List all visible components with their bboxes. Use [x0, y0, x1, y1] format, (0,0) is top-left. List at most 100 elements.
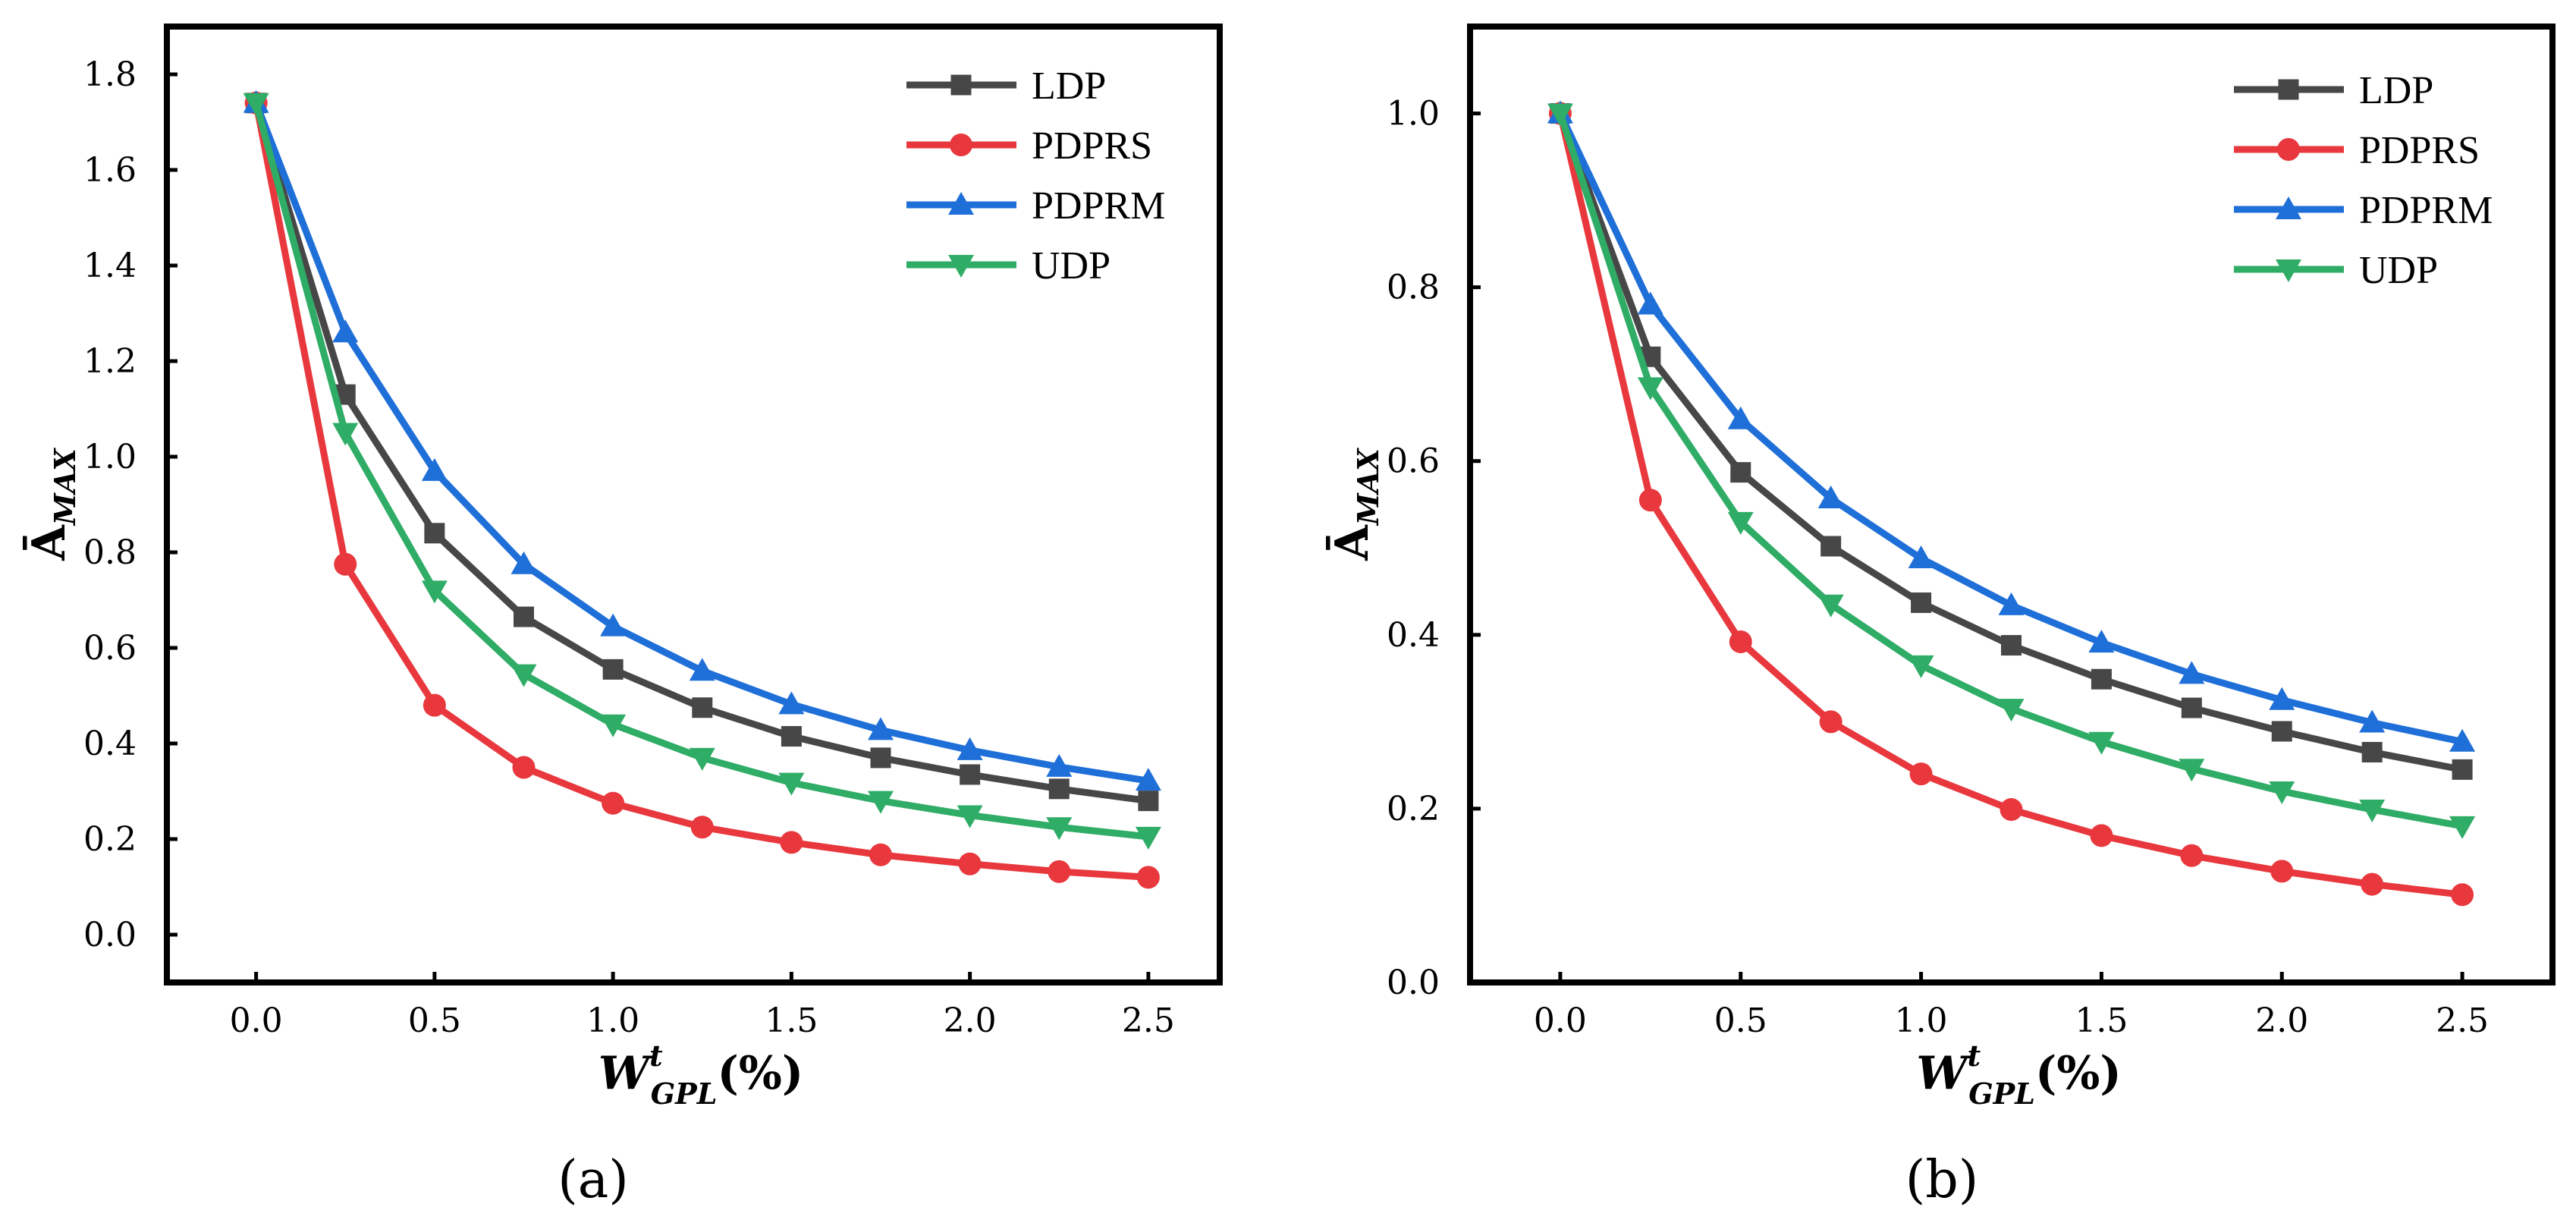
- series-udp: [243, 93, 1161, 850]
- data-point: [332, 319, 359, 343]
- data-point: [2091, 668, 2112, 690]
- data-point: [2271, 721, 2292, 742]
- legend-marker: [2276, 196, 2301, 219]
- y-tick-label: 0.2: [1387, 790, 1440, 828]
- data-point: [690, 816, 714, 839]
- data-point: [1730, 462, 1751, 483]
- data-point: [1727, 406, 1754, 429]
- data-point: [600, 613, 627, 637]
- data-point: [602, 791, 625, 815]
- legend-marker: [950, 134, 972, 156]
- legend-marker: [948, 192, 974, 215]
- data-point: [1908, 545, 1934, 569]
- y-tick-label: 1.0: [83, 438, 137, 476]
- data-point: [1138, 791, 1159, 812]
- chart-panel-a: 0.0 0.5 1.0 1.5 2.0 2.5 0.0 0.2 0.4 0.6 0.8 1.0 1.2 1…: [23, 24, 1223, 1210]
- panel-label: (a): [558, 1150, 629, 1210]
- data-point: [1819, 710, 1842, 734]
- data-point: [957, 805, 983, 828]
- data-point: [512, 756, 536, 779]
- y-tick-label: 0.2: [83, 820, 137, 859]
- series-pdprs: [1548, 102, 2474, 907]
- y-tick-label: 1.2: [83, 342, 137, 381]
- data-point: [958, 852, 982, 875]
- plot-frame: [164, 24, 1223, 986]
- legend-marker: [2278, 79, 2299, 100]
- data-point: [1135, 826, 1161, 850]
- data-point: [1046, 753, 1073, 777]
- data-point: [2359, 800, 2386, 823]
- x-axis-label: Wt GPL(%): [1916, 1039, 2122, 1111]
- data-point: [602, 659, 624, 680]
- data-point: [424, 523, 445, 544]
- data-point: [1637, 377, 1663, 401]
- chart-panel-b: 0.0 0.5 1.0 1.5 2.0 2.50.00.20.40.60.81.0Wt GP…: [1326, 24, 2556, 1210]
- data-point: [2088, 630, 2115, 653]
- data-point: [1817, 594, 1844, 618]
- data-point: [1998, 699, 2025, 722]
- legend: LDP PDPRS PDPRM UDP: [2234, 69, 2493, 292]
- x-tick-label: 1.0: [1895, 1001, 1948, 1040]
- data-point: [2449, 816, 2476, 839]
- legend-label: LDP: [1032, 64, 1106, 108]
- y-tick-label: 0.8: [83, 533, 137, 572]
- data-point: [1909, 762, 1933, 786]
- data-point: [1911, 592, 1932, 613]
- data-point: [2452, 759, 2473, 780]
- series-pdprm: [1547, 100, 2476, 752]
- data-point: [778, 772, 805, 796]
- x-tick-label: 0.0: [1534, 1001, 1587, 1040]
- data-point: [780, 831, 803, 854]
- legend-label: UDP: [1032, 244, 1111, 288]
- y-tick-label: 0.6: [1387, 442, 1440, 481]
- data-point: [1727, 511, 1754, 535]
- data-point: [1637, 291, 1663, 315]
- data-point: [1908, 655, 1934, 678]
- legend-marker: [2277, 138, 2300, 161]
- data-point: [870, 747, 891, 769]
- y-tick-label: 1.8: [83, 55, 137, 94]
- y-tick-label: 0.6: [83, 629, 137, 668]
- data-point: [1638, 489, 1662, 512]
- data-point: [1048, 778, 1070, 800]
- data-point: [510, 664, 537, 687]
- data-point: [510, 551, 537, 574]
- data-point: [2449, 728, 2476, 752]
- x-axis-label: Wt GPL(%): [598, 1039, 804, 1111]
- legend-label: PDPRS: [1032, 124, 1152, 168]
- data-point: [2179, 759, 2205, 782]
- y-tick-label: 0.4: [83, 725, 137, 763]
- x-tick-label: 1.5: [2075, 1001, 2128, 1040]
- data-point: [421, 457, 448, 481]
- legend-label: PDPRM: [1032, 184, 1165, 228]
- legend-marker: [2276, 259, 2301, 282]
- x-tick-label: 0.5: [408, 1001, 461, 1040]
- data-point: [692, 697, 713, 718]
- data-point: [2090, 824, 2113, 847]
- data-point: [2269, 687, 2295, 710]
- data-point: [243, 93, 269, 116]
- legend-marker: [948, 255, 974, 278]
- x-tick-label: 2.5: [1122, 1001, 1175, 1040]
- legend-label: UDP: [2359, 249, 2438, 292]
- data-point: [689, 747, 715, 771]
- data-point: [781, 726, 802, 747]
- data-point: [1136, 866, 1160, 889]
- x-tick-label: 0.0: [230, 1001, 283, 1040]
- y-axis-label: ĀMAX: [1326, 448, 1385, 561]
- x-tick-label: 0.5: [1714, 1001, 1767, 1040]
- data-point: [2180, 844, 2204, 867]
- data-point: [960, 764, 981, 785]
- legend-label: PDPRS: [2359, 129, 2480, 172]
- data-point: [423, 693, 446, 717]
- data-point: [2270, 860, 2294, 883]
- data-point: [2359, 709, 2386, 733]
- data-point: [2088, 731, 2115, 755]
- data-point: [2361, 741, 2383, 762]
- data-point: [2000, 798, 2023, 822]
- data-point: [332, 423, 359, 446]
- data-point: [1048, 860, 1071, 883]
- data-point: [1046, 817, 1073, 841]
- data-point: [2181, 697, 2202, 718]
- x-tick-label: 2.5: [2436, 1001, 2489, 1040]
